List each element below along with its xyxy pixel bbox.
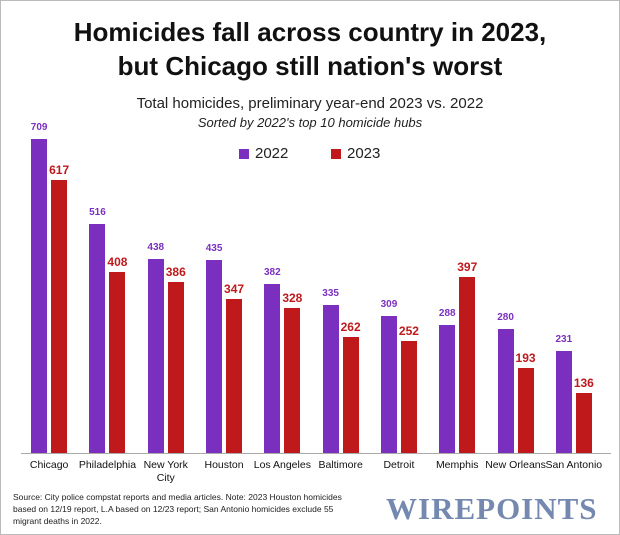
x-tick-label: Chicago bbox=[29, 459, 69, 471]
value-label: 408 bbox=[107, 255, 128, 270]
bar bbox=[284, 307, 301, 453]
bar bbox=[109, 272, 126, 453]
bar bbox=[555, 350, 572, 453]
bar bbox=[400, 341, 417, 453]
x-tick-label: Philadelphia bbox=[78, 459, 137, 471]
legend-label: 2023 bbox=[347, 145, 381, 162]
legend-label: 2022 bbox=[255, 145, 289, 162]
value-label: 335 bbox=[322, 287, 339, 299]
bar bbox=[264, 283, 281, 453]
x-tick-label: Los Angeles bbox=[253, 459, 311, 471]
value-label: 231 bbox=[555, 333, 573, 345]
value-label: 397 bbox=[457, 260, 478, 275]
value-label: 516 bbox=[89, 207, 106, 219]
chart-title: but Chicago still nation's worst bbox=[117, 51, 503, 81]
legend-swatch bbox=[239, 149, 249, 159]
bar bbox=[51, 179, 68, 453]
x-tick-label: Detroit bbox=[383, 459, 415, 471]
value-label: 328 bbox=[282, 290, 303, 305]
value-label: 382 bbox=[264, 266, 281, 278]
bar bbox=[439, 325, 456, 453]
bar bbox=[31, 139, 48, 453]
value-label: 136 bbox=[573, 375, 594, 390]
subtitle: Total homicides, preliminary year-end 20… bbox=[136, 95, 484, 112]
source: Source: City police compstat reports and… bbox=[13, 492, 342, 526]
value-label: 280 bbox=[497, 311, 514, 323]
bar bbox=[380, 316, 397, 453]
x-tick-label: Baltimore bbox=[318, 459, 363, 471]
x-tick-label: Memphis bbox=[435, 459, 479, 471]
legend: 2022 2023 bbox=[239, 145, 439, 163]
bar bbox=[575, 392, 592, 453]
value-label: 617 bbox=[49, 162, 70, 177]
bar bbox=[147, 259, 164, 453]
baseline bbox=[21, 453, 611, 454]
bar bbox=[322, 304, 339, 453]
x-tick-label: New Orleans bbox=[485, 459, 546, 471]
x-tick-label: San Antonio bbox=[545, 459, 603, 471]
value-label: 252 bbox=[398, 324, 419, 339]
value-label: 309 bbox=[380, 299, 398, 311]
x-tick-label: Houston bbox=[204, 459, 244, 471]
value-label: 262 bbox=[340, 319, 361, 334]
bar bbox=[342, 336, 359, 453]
bar bbox=[89, 224, 106, 453]
value-label: 193 bbox=[515, 350, 536, 365]
value-label: 347 bbox=[224, 282, 245, 297]
value-label: 438 bbox=[147, 242, 165, 254]
note: Sorted by 2022's top 10 homicide hubs bbox=[197, 115, 423, 130]
bar bbox=[167, 282, 184, 453]
bar bbox=[517, 367, 534, 453]
chart-title: Homicides fall across country in 2023, bbox=[73, 17, 547, 47]
x-tick-label: New York City bbox=[143, 459, 188, 484]
legend-swatch bbox=[331, 149, 341, 159]
logo: WIREPOINTS bbox=[386, 491, 598, 526]
value-label: 435 bbox=[205, 243, 223, 255]
value-label: 288 bbox=[438, 308, 456, 320]
value-label: 386 bbox=[165, 265, 186, 280]
bar bbox=[206, 260, 223, 453]
bar bbox=[226, 299, 243, 453]
bar bbox=[459, 277, 476, 453]
value-label: 709 bbox=[30, 122, 48, 133]
bar bbox=[497, 328, 514, 453]
